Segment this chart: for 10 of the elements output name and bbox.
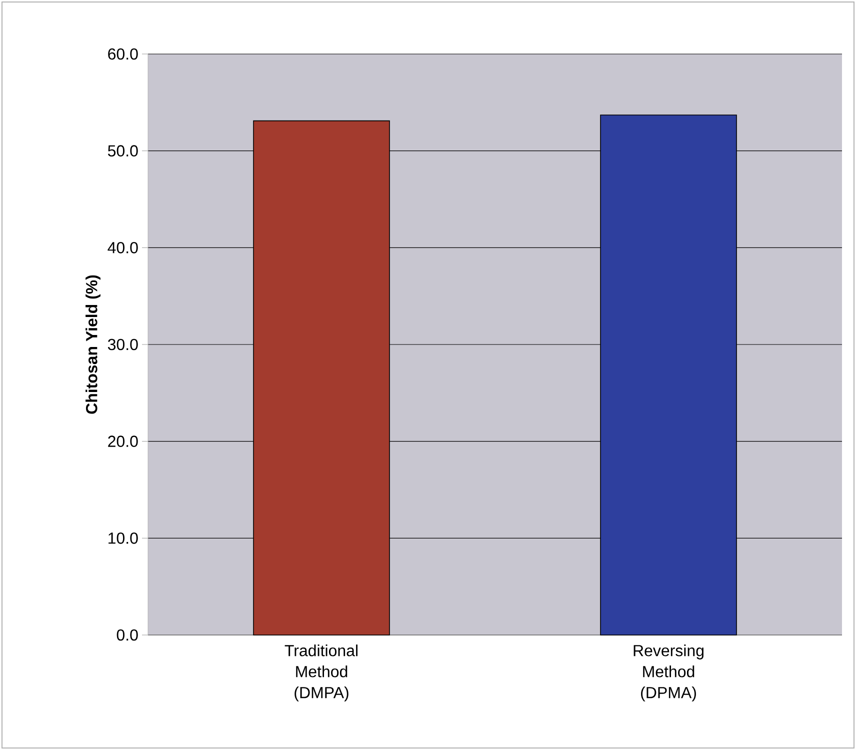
y-tick-label: 40.0 [108, 242, 138, 254]
y-tick-label: 0.0 [116, 629, 138, 641]
y-tick-label: 30.0 [108, 338, 138, 350]
y-tick-label: 60.0 [108, 48, 138, 60]
x-tick-label: Reversing Method (DPMA) [634, 644, 704, 702]
y-tick-label: 10.0 [108, 532, 138, 544]
y-tick-label: 20.0 [108, 436, 138, 447]
y-tick-label: 50.0 [108, 145, 138, 156]
x-tick-label: Traditional Method (DMPA) [284, 644, 358, 702]
y-axis-title: Chitosan Yield (%) [86, 275, 100, 414]
